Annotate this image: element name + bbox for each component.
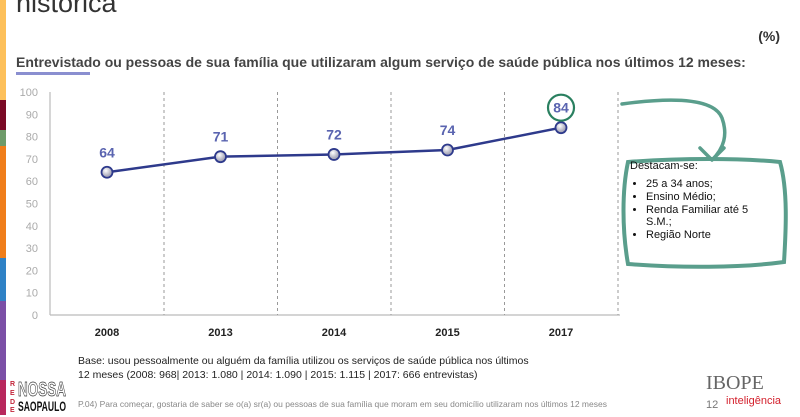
x-tick-label: 2008 [95, 327, 119, 339]
page-title: histórica [16, 0, 117, 18]
svg-text:R: R [10, 381, 15, 388]
color-bar [0, 258, 6, 301]
y-tick-label: 90 [26, 109, 38, 121]
svg-text:E: E [10, 390, 15, 397]
callout-box: Destacam-se: 25 a 34 anos; Ensino Médio;… [630, 160, 770, 242]
base-line: Base: usou pessoalmente ou alguém da fam… [78, 355, 529, 367]
y-tick-label: 40 [26, 221, 38, 233]
y-tick-label: 0 [32, 310, 38, 322]
color-bar [0, 146, 6, 258]
callout-item: 25 a 34 anos; [646, 178, 770, 190]
x-tick-label: 2015 [435, 327, 459, 339]
subtitle-underline [16, 72, 90, 75]
svg-text:D: D [10, 399, 15, 406]
x-tick-label: 2017 [549, 327, 573, 339]
y-tick-label: 30 [26, 243, 38, 255]
data-point [441, 143, 454, 157]
rede-nossa-sao-paulo-logo: R E D E NOSSA SAOPAULO [10, 376, 66, 414]
base-note: Base: usou pessoalmente ou alguém da fam… [78, 354, 529, 382]
highlight-circle [546, 93, 576, 122]
data-point [100, 165, 114, 179]
color-bar [0, 0, 6, 100]
svg-text:SAOPAULO: SAOPAULO [18, 398, 66, 412]
callout-heading: Destacam-se: [630, 160, 698, 172]
chart-subtitle: Entrevistado ou pessoas de sua família q… [16, 54, 746, 70]
data-point [214, 150, 227, 164]
page-number: 12 [706, 399, 719, 411]
callout-item: Região Norte [646, 229, 770, 241]
callout-item: Renda Familiar até 5 S.M.; [646, 204, 770, 228]
data-point [327, 148, 341, 161]
base-line: 12 meses (2008: 968| 2013: 1.080 | 2014:… [78, 369, 478, 381]
color-bar [0, 100, 6, 130]
color-bar [0, 380, 6, 415]
data-label: 71 [213, 129, 229, 145]
ibope-logo-sub: inteligência [726, 395, 782, 407]
data-label: 64 [99, 144, 115, 160]
y-tick-label: 60 [26, 176, 38, 188]
color-bar [0, 130, 6, 146]
x-tick-label: 2013 [208, 327, 232, 339]
y-tick-label: 70 [26, 154, 38, 166]
data-label: 72 [326, 126, 342, 142]
y-tick-label: 20 [26, 265, 38, 277]
y-tick-label: 100 [20, 87, 38, 99]
svg-text:E: E [10, 407, 15, 412]
question-note: P.04) Para começar, gostaria de saber se… [78, 399, 607, 409]
y-tick-label: 10 [26, 288, 38, 300]
data-label: 84 [553, 100, 569, 116]
svg-text:NOSSA: NOSSA [18, 379, 66, 401]
ibope-logo: IBOPE [706, 372, 764, 394]
y-tick-label: 80 [26, 132, 38, 144]
unit-label: (%) [758, 28, 780, 44]
data-label: 74 [440, 122, 456, 138]
color-bar [0, 301, 6, 380]
data-point [554, 121, 568, 135]
callout-border [621, 157, 788, 269]
x-tick-label: 2014 [322, 327, 347, 339]
callout-arrow [620, 98, 727, 162]
callout-item: Ensino Médio; [646, 191, 770, 203]
y-tick-label: 50 [26, 199, 38, 211]
